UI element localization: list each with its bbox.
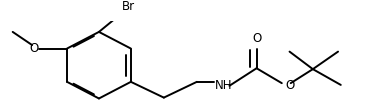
Text: O: O [252, 32, 261, 45]
Text: Br: Br [122, 0, 135, 13]
Text: O: O [286, 79, 295, 92]
Text: O: O [29, 42, 39, 55]
Text: NH: NH [215, 79, 232, 92]
